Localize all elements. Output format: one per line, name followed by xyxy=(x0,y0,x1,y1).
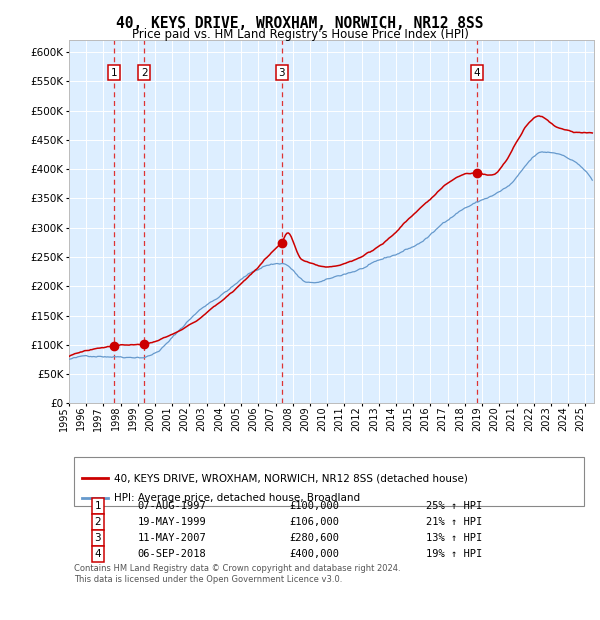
Text: 2011: 2011 xyxy=(334,406,344,430)
Text: £100,000: £100,000 xyxy=(290,500,340,511)
Text: 2019: 2019 xyxy=(472,406,482,430)
Text: 40, KEYS DRIVE, WROXHAM, NORWICH, NR12 8SS: 40, KEYS DRIVE, WROXHAM, NORWICH, NR12 8… xyxy=(116,16,484,30)
Text: 2: 2 xyxy=(95,517,101,527)
Text: 2002: 2002 xyxy=(179,406,190,431)
Text: 2005: 2005 xyxy=(231,406,241,431)
Text: £106,000: £106,000 xyxy=(290,517,340,527)
Text: 4: 4 xyxy=(95,549,101,559)
Text: 1997: 1997 xyxy=(94,406,103,430)
Text: 2001: 2001 xyxy=(162,406,172,430)
Text: 19-MAY-1999: 19-MAY-1999 xyxy=(137,517,206,527)
Text: 40, KEYS DRIVE, WROXHAM, NORWICH, NR12 8SS (detached house): 40, KEYS DRIVE, WROXHAM, NORWICH, NR12 8… xyxy=(113,473,467,483)
Text: 11-MAY-2007: 11-MAY-2007 xyxy=(137,533,206,543)
Text: 06-SEP-2018: 06-SEP-2018 xyxy=(137,549,206,559)
Text: 2022: 2022 xyxy=(524,406,534,431)
Text: 1: 1 xyxy=(95,500,101,511)
Text: 2: 2 xyxy=(141,68,148,78)
Text: 2025: 2025 xyxy=(575,406,586,431)
Text: 2010: 2010 xyxy=(317,406,327,430)
Text: HPI: Average price, detached house, Broadland: HPI: Average price, detached house, Broa… xyxy=(113,492,360,503)
Text: 25% ↑ HPI: 25% ↑ HPI xyxy=(426,500,482,511)
Text: £280,600: £280,600 xyxy=(290,533,340,543)
Text: 19% ↑ HPI: 19% ↑ HPI xyxy=(426,549,482,559)
Text: 1996: 1996 xyxy=(76,406,86,430)
Text: 4: 4 xyxy=(473,68,480,78)
Text: 2024: 2024 xyxy=(558,406,568,431)
Text: Price paid vs. HM Land Registry's House Price Index (HPI): Price paid vs. HM Land Registry's House … xyxy=(131,28,469,41)
Text: 2020: 2020 xyxy=(490,406,499,431)
Text: 1995: 1995 xyxy=(59,406,69,430)
Text: 2015: 2015 xyxy=(403,406,413,431)
Text: 1999: 1999 xyxy=(128,406,138,430)
Text: 3: 3 xyxy=(95,533,101,543)
Text: 2016: 2016 xyxy=(421,406,430,430)
Text: 2014: 2014 xyxy=(386,406,396,430)
Text: 2018: 2018 xyxy=(455,406,465,430)
Text: £400,000: £400,000 xyxy=(290,549,340,559)
Text: 3: 3 xyxy=(278,68,285,78)
Text: 2009: 2009 xyxy=(300,406,310,430)
Text: 1998: 1998 xyxy=(110,406,121,430)
Text: 07-AUG-1997: 07-AUG-1997 xyxy=(137,500,206,511)
Text: Contains HM Land Registry data © Crown copyright and database right 2024.
This d: Contains HM Land Registry data © Crown c… xyxy=(74,564,401,584)
Text: 2008: 2008 xyxy=(283,406,293,430)
Text: 2006: 2006 xyxy=(248,406,259,430)
Text: 2017: 2017 xyxy=(437,406,448,431)
Text: 13% ↑ HPI: 13% ↑ HPI xyxy=(426,533,482,543)
Text: 2003: 2003 xyxy=(197,406,207,430)
Text: 1: 1 xyxy=(110,68,117,78)
Text: 2012: 2012 xyxy=(352,406,362,431)
FancyBboxPatch shape xyxy=(74,456,583,506)
Text: 2023: 2023 xyxy=(541,406,551,431)
Text: 2021: 2021 xyxy=(506,406,517,431)
Text: 2000: 2000 xyxy=(145,406,155,430)
Text: 2013: 2013 xyxy=(369,406,379,430)
Text: 21% ↑ HPI: 21% ↑ HPI xyxy=(426,517,482,527)
Text: 2004: 2004 xyxy=(214,406,224,430)
Text: 2007: 2007 xyxy=(266,406,275,431)
